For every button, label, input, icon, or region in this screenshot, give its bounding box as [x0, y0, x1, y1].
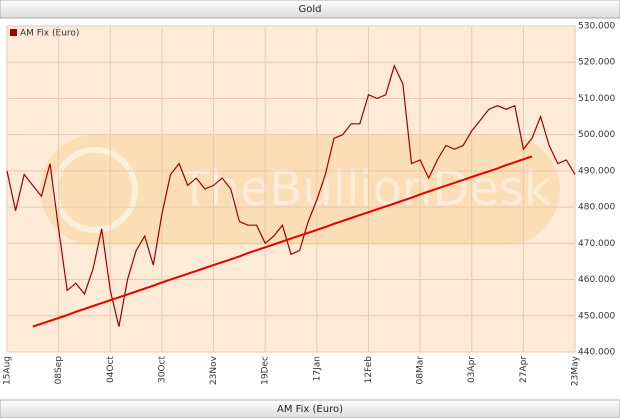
- x-tick-label: 08Sep: [54, 356, 64, 385]
- legend-swatch: [10, 29, 17, 36]
- legend: AM Fix (Euro): [10, 29, 79, 39]
- x-axis-label: AM Fix (Euro): [277, 404, 343, 415]
- series-line: [32, 155, 533, 328]
- y-tick-label: 500.000: [578, 130, 615, 140]
- chart-title: Gold: [299, 4, 322, 15]
- x-tick-label: 30Oct: [157, 356, 167, 383]
- y-tick-label: 490.000: [578, 166, 615, 176]
- x-tick-label: 17Jan: [312, 356, 322, 381]
- y-tick-label: 520.000: [578, 58, 615, 68]
- x-label-bar: [0, 399, 620, 418]
- y-tick-label: 480.000: [578, 203, 615, 213]
- x-tick-label: 03Apr: [467, 356, 477, 383]
- y-tick-label: 460.000: [578, 275, 615, 285]
- watermark-logo: [52, 147, 138, 233]
- x-tick-label: 19Dec: [261, 356, 271, 385]
- x-tick-label: 23May: [571, 355, 581, 386]
- y-tick-label: 470.000: [578, 239, 615, 249]
- y-tick-label: 530.000: [578, 22, 615, 32]
- x-tick-label: 23Nov: [209, 355, 219, 385]
- x-tick-label: 27Apr: [519, 356, 529, 383]
- y-tick-label: 440.000: [578, 348, 615, 358]
- legend-label: AM Fix (Euro): [20, 29, 79, 39]
- series-line: [6, 64, 576, 327]
- title-bar: [0, 0, 620, 19]
- watermark-shape: [40, 135, 560, 245]
- y-tick-label: 510.000: [578, 94, 615, 104]
- x-tick-label: 12Feb: [364, 356, 374, 384]
- x-tick-label: 08Mar: [416, 356, 426, 385]
- y-tick-label: 450.000: [578, 311, 615, 321]
- x-tick-label: 15Aug: [3, 356, 13, 385]
- x-tick-label: 04Oct: [106, 356, 116, 383]
